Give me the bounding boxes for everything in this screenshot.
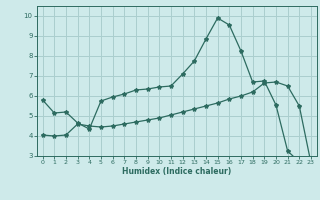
- X-axis label: Humidex (Indice chaleur): Humidex (Indice chaleur): [122, 167, 231, 176]
